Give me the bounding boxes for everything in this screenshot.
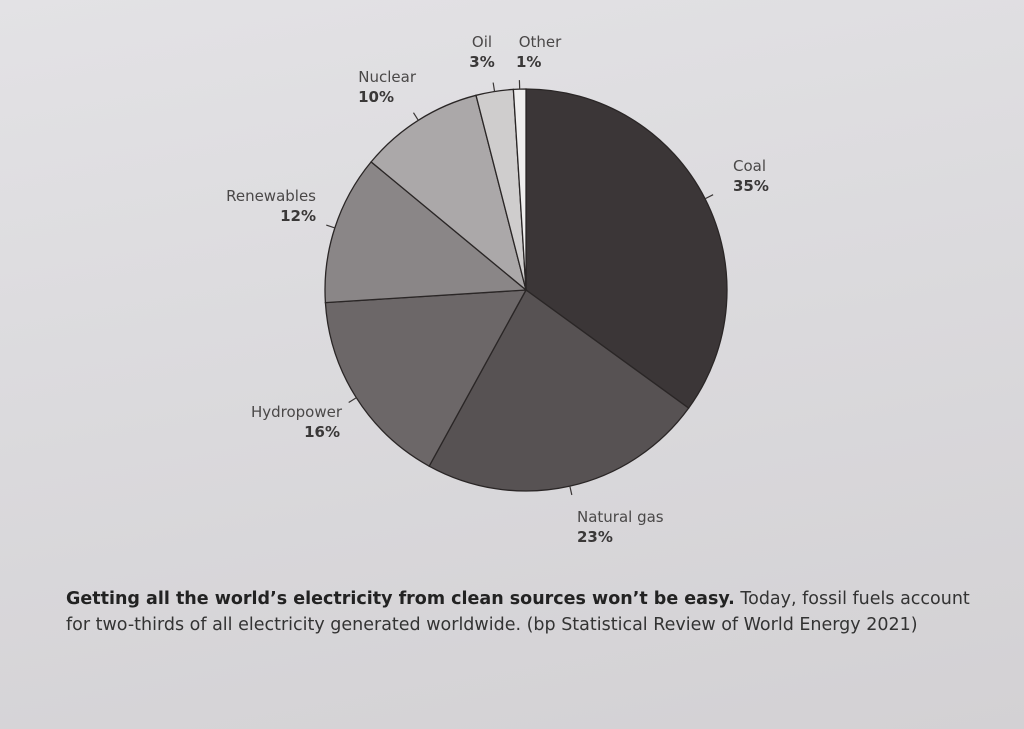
pie-slice-nuclear [370, 94, 528, 292]
caption-bold: Getting all the world’s electricity from… [66, 589, 735, 609]
caption-text: Today, fossil fuels account for two-thir… [66, 589, 970, 635]
label-other: Other 1% [516, 33, 562, 71]
leader-tick [492, 82, 496, 92]
label-oil: Oil 3% [469, 33, 495, 71]
leader-tick [569, 486, 573, 496]
leader-tick [326, 224, 336, 229]
label-renewables: Renewables 12% [226, 187, 316, 225]
pie-slice-coal [525, 88, 728, 410]
leader-tick [704, 194, 714, 200]
label-natural-gas: Natural gas 23% [577, 508, 664, 546]
leader-tick [348, 397, 357, 404]
figure-caption: Getting all the world’s electricity from… [66, 586, 996, 638]
pie-slice-natural-gas [428, 289, 690, 492]
label-coal: Coal 35% [733, 157, 769, 195]
pie-slice-renewables [324, 160, 528, 304]
leader-tick [412, 112, 419, 121]
label-nuclear: Nuclear 10% [358, 68, 416, 106]
pie-slice-hydropower [324, 289, 528, 468]
label-hydropower: Hydropower 16% [250, 403, 342, 441]
